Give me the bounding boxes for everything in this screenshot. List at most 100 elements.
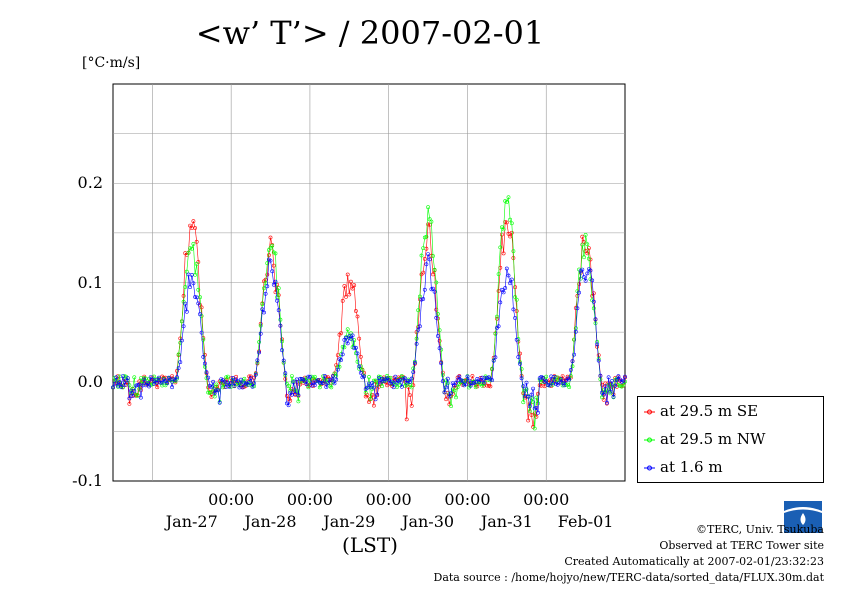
series-point-2 bbox=[181, 324, 186, 329]
series-point-0 bbox=[344, 294, 348, 299]
series-point-0 bbox=[271, 263, 276, 268]
series-point-1 bbox=[270, 243, 275, 248]
series-point-2 bbox=[412, 360, 417, 365]
series-point-2 bbox=[391, 385, 396, 390]
series-point-1 bbox=[176, 352, 181, 357]
series-point-1 bbox=[421, 246, 426, 251]
series-point-2 bbox=[504, 266, 509, 271]
series-point-1 bbox=[258, 323, 263, 328]
series-point-0 bbox=[421, 270, 426, 275]
series-point-2 bbox=[567, 377, 572, 382]
series-point-2 bbox=[252, 381, 257, 386]
series-point-2 bbox=[547, 383, 552, 388]
series-point-1 bbox=[536, 401, 540, 406]
series-point-0 bbox=[170, 374, 175, 379]
series-point-2 bbox=[621, 378, 626, 383]
series-point-2 bbox=[390, 379, 394, 384]
series-point-1 bbox=[189, 246, 194, 251]
legend-label-low: at 1.6 m bbox=[660, 458, 723, 476]
series-point-2 bbox=[371, 385, 376, 390]
series-point-1 bbox=[209, 390, 214, 394]
series-point-2 bbox=[508, 281, 513, 286]
series-point-1 bbox=[363, 390, 368, 395]
series-point-0 bbox=[431, 272, 435, 277]
series-point-2 bbox=[544, 379, 549, 384]
series-point-2 bbox=[610, 379, 614, 383]
series-point-0 bbox=[600, 382, 604, 387]
series-point-1 bbox=[605, 388, 609, 393]
series-point-2 bbox=[416, 327, 421, 332]
series-point-0 bbox=[367, 400, 371, 404]
series-point-2 bbox=[275, 298, 280, 303]
series-point-0 bbox=[288, 398, 293, 403]
series-point-2 bbox=[426, 252, 431, 257]
series-point-1 bbox=[317, 385, 322, 390]
series-point-2 bbox=[158, 380, 163, 385]
series-point-1 bbox=[572, 337, 577, 342]
series-point-2 bbox=[358, 370, 363, 375]
terc-logo-icon bbox=[784, 501, 822, 533]
series-point-1 bbox=[296, 399, 301, 404]
series-point-2 bbox=[398, 378, 403, 382]
series-point-2 bbox=[117, 380, 122, 385]
series-point-1 bbox=[493, 331, 498, 336]
series-point-2 bbox=[260, 307, 265, 312]
series-point-2 bbox=[491, 358, 496, 363]
series-point-1 bbox=[416, 308, 421, 313]
series-point-1 bbox=[194, 261, 199, 266]
series-point-2 bbox=[616, 374, 621, 379]
series-point-1 bbox=[501, 227, 506, 232]
unit-label: [°C·m/s] bbox=[82, 55, 141, 71]
series-point-2 bbox=[291, 380, 296, 385]
series-point-2 bbox=[253, 372, 258, 377]
series-point-2 bbox=[327, 378, 332, 383]
series-point-1 bbox=[440, 373, 445, 377]
series-point-2 bbox=[350, 333, 355, 338]
series-point-2 bbox=[460, 379, 465, 384]
series-point-0 bbox=[542, 384, 547, 389]
series-point-2 bbox=[193, 295, 198, 299]
series-point-2 bbox=[184, 309, 189, 314]
series-point-0 bbox=[409, 403, 414, 408]
chart-title: <w’ T’> / 2007-02-01 bbox=[195, 14, 545, 52]
series-point-2 bbox=[245, 382, 250, 387]
series-point-1 bbox=[368, 397, 373, 402]
series-point-2 bbox=[573, 329, 578, 334]
series-point-1 bbox=[329, 385, 334, 390]
x-tick-time-label: 00:00 bbox=[365, 490, 412, 509]
series-point-1 bbox=[591, 306, 596, 311]
series-point-2 bbox=[593, 317, 598, 322]
series-point-1 bbox=[373, 378, 378, 383]
series-point-2 bbox=[189, 272, 194, 277]
series-point-2 bbox=[409, 376, 414, 381]
series-point-1 bbox=[352, 338, 357, 343]
series-point-1 bbox=[242, 376, 247, 381]
series-point-0 bbox=[188, 223, 193, 228]
series-point-2 bbox=[444, 385, 449, 390]
series-point-2 bbox=[605, 400, 609, 405]
series-point-0 bbox=[265, 272, 270, 277]
series-point-2 bbox=[319, 380, 324, 385]
series-point-2 bbox=[270, 269, 275, 274]
series-point-2 bbox=[127, 396, 132, 401]
series-point-0 bbox=[496, 289, 501, 293]
series-point-2 bbox=[263, 291, 268, 296]
series-point-1 bbox=[201, 337, 206, 342]
series-point-2 bbox=[596, 358, 601, 363]
series-point-1 bbox=[511, 249, 516, 254]
series-point-2 bbox=[196, 301, 201, 306]
series-point-2 bbox=[248, 376, 253, 381]
series-point-2 bbox=[590, 278, 595, 283]
series-point-1 bbox=[307, 378, 312, 383]
series-point-2 bbox=[524, 380, 529, 385]
series-point-2 bbox=[481, 380, 486, 385]
series-point-2 bbox=[536, 410, 540, 415]
series-point-1 bbox=[490, 366, 495, 371]
series-point-2 bbox=[344, 335, 348, 340]
series-point-2 bbox=[299, 377, 304, 381]
series-point-2 bbox=[393, 374, 398, 379]
series-point-1 bbox=[376, 374, 381, 379]
series-point-2 bbox=[419, 297, 424, 302]
series-point-2 bbox=[598, 373, 603, 378]
series-point-2 bbox=[437, 346, 442, 351]
